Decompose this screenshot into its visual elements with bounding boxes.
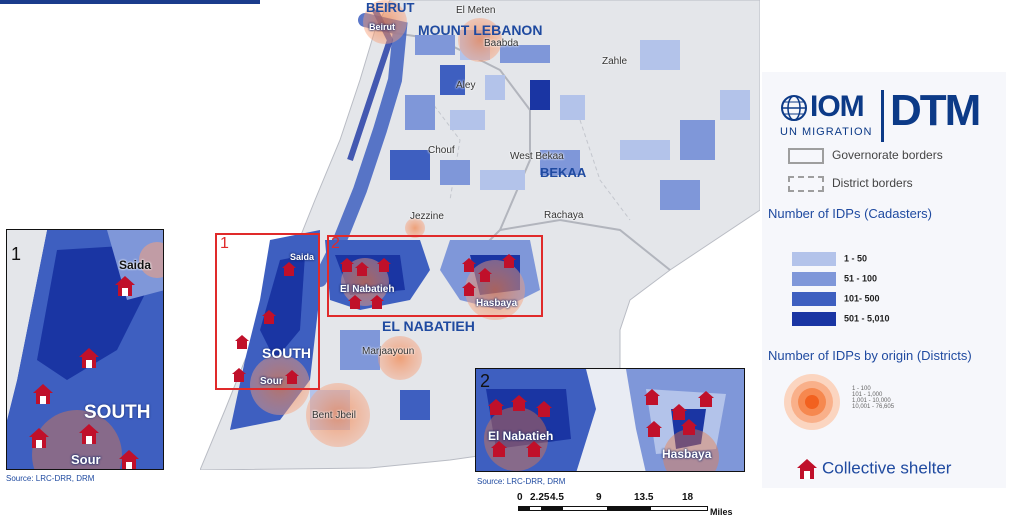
origin-bubble-icon xyxy=(784,374,840,430)
shelter-icon xyxy=(478,268,492,282)
shelter-icon xyxy=(355,262,369,276)
label-chouf: Chouf xyxy=(428,145,455,156)
label-saida: Saida xyxy=(290,252,315,262)
locator-number-2: 2 xyxy=(331,235,340,252)
scale-segments xyxy=(518,506,708,511)
shelter-icon xyxy=(282,262,296,276)
inset1-label-saida: Saida xyxy=(119,258,152,272)
inset-map-2[interactable]: 2 El Nabatieh Hasbaya xyxy=(475,368,745,472)
scale-label-0: 0 xyxy=(517,492,523,503)
label-bent-jbeil: Bent Jbeil xyxy=(312,410,356,421)
inset-map-1[interactable]: 1 Saida SOUTH Sour xyxy=(6,229,164,470)
shelter-icon xyxy=(377,258,391,272)
class-label: 1 - 50 xyxy=(844,253,868,264)
inset1-label-south: SOUTH xyxy=(84,402,151,423)
legend-panel: IOM UN MIGRATION DTM Governorate borders… xyxy=(762,72,1006,488)
class-label: 101- 500 xyxy=(844,293,880,304)
class-swatch xyxy=(792,272,836,286)
shelter-icon xyxy=(462,258,476,272)
label-baabda: Baabda xyxy=(484,38,519,49)
legend-governorate-borders: Governorate borders xyxy=(788,148,943,164)
class-swatch xyxy=(792,312,836,326)
legend-class-2: 51 - 100 xyxy=(792,272,877,286)
globe-icon xyxy=(781,95,807,121)
header-strip xyxy=(0,0,260,4)
label-beirut: Beirut xyxy=(369,22,396,32)
label-aley: Aley xyxy=(456,80,476,91)
shelter-icon xyxy=(370,295,384,309)
dtm-wordmark: DTM xyxy=(890,86,981,135)
label-beirut-gov: BEIRUT xyxy=(366,0,415,15)
label-rachaya: Rachaya xyxy=(544,210,584,221)
source-note-right: Source: LRC-DRR, DRM xyxy=(477,477,566,486)
district-border xyxy=(579,119,631,221)
inset2-label-el-nabatieh: El Nabatieh xyxy=(488,429,554,443)
scale-label-5: 18 xyxy=(682,492,694,503)
shelter-icon xyxy=(340,258,354,272)
source-note-left: Source: LRC-DRR, DRM xyxy=(6,474,95,483)
iom-dtm-logo: IOM UN MIGRATION DTM xyxy=(780,86,990,150)
legend-collective-shelter: Collective shelter xyxy=(796,458,951,480)
class-label: 501 - 5,010 xyxy=(844,313,890,324)
un-migration-text: UN MIGRATION xyxy=(780,126,873,138)
class-label: 51 - 100 xyxy=(844,273,878,284)
label-hasbaya: Hasbaya xyxy=(476,298,518,309)
scale-bar: 0 2.25 4.5 9 13.5 18 Miles xyxy=(510,492,740,520)
scale-label-1: 2.25 xyxy=(530,492,550,503)
shelter-icon xyxy=(235,335,249,349)
legend-governorate-label: Governorate borders xyxy=(832,148,943,163)
label-jezzine: Jezzine xyxy=(410,211,444,222)
scale-label-2: 4.5 xyxy=(550,492,564,503)
shelter-icon xyxy=(232,368,246,382)
label-el-meten: El Meten xyxy=(456,5,496,16)
locator-box-1[interactable] xyxy=(215,233,320,390)
shelter-icon xyxy=(348,295,362,309)
origin-class-2: 101 - 1,000 xyxy=(852,392,883,398)
origin-class-1: 1 - 100 xyxy=(852,386,871,392)
iom-wordmark: IOM xyxy=(810,90,865,123)
district-border xyxy=(429,99,461,201)
label-mount-lebanon: MOUNT LEBANON xyxy=(418,22,543,38)
legend-class-4: 501 - 5,010 xyxy=(792,312,890,326)
scale-label-4: 13.5 xyxy=(634,492,654,503)
inset2-label-hasbaya: Hasbaya xyxy=(662,447,712,461)
legend-class-1: 1 - 50 xyxy=(792,252,867,266)
shelter-icon xyxy=(502,254,516,268)
origin-class-4: 10,001 - 76,605 xyxy=(852,404,895,410)
legend-class-3: 101- 500 xyxy=(792,292,880,306)
inset1-label-sour: Sour xyxy=(71,452,101,467)
label-el-nabatieh-gov: EL NABATIEH xyxy=(382,318,475,334)
scale-label-3: 9 xyxy=(596,492,602,503)
shelter-icon xyxy=(285,370,299,384)
scale-unit: Miles xyxy=(710,507,733,517)
shelter-icon xyxy=(462,282,476,296)
label-sour: Sour xyxy=(260,376,283,387)
shelter-icon xyxy=(262,310,276,324)
label-zahle: Zahle xyxy=(602,56,628,67)
legend-district-label: District borders xyxy=(832,176,913,191)
legend-origin-title: Number of IDPs by origin (Districts) xyxy=(768,348,972,363)
collective-shelter-icon xyxy=(797,459,817,479)
label-west-bekaa: West Bekaa xyxy=(510,151,564,162)
inset-number-2: 2 xyxy=(480,371,491,391)
locator-number-1: 1 xyxy=(220,235,229,252)
origin-class-3: 1,001 - 10,000 xyxy=(852,398,891,404)
locator-box-2[interactable] xyxy=(327,235,543,317)
inset-number-1: 1 xyxy=(11,244,22,264)
class-swatch xyxy=(792,252,836,266)
label-south: SOUTH xyxy=(262,345,311,361)
governorate-border-swatch xyxy=(788,148,824,164)
legend-shelter-label: Collective shelter xyxy=(822,458,952,478)
governorate-border xyxy=(499,218,671,271)
legend-district-borders: District borders xyxy=(788,176,913,192)
legend-cadasters-title: Number of IDPs (Cadasters) xyxy=(768,206,932,221)
class-swatch xyxy=(792,292,836,306)
label-bekaa: BEKAA xyxy=(540,165,587,180)
district-border-swatch xyxy=(788,176,824,192)
label-marjaayoun: Marjaayoun xyxy=(362,346,415,357)
label-el-nabatieh-town: El Nabatieh xyxy=(340,284,395,295)
logo-divider xyxy=(881,90,884,142)
